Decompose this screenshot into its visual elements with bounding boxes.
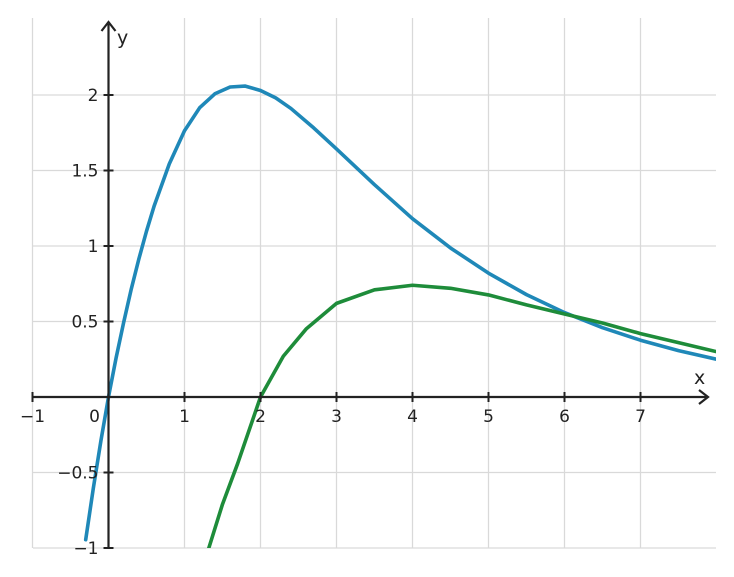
- x-tick-label: 3: [331, 407, 342, 427]
- y-tick-label: −1: [73, 539, 98, 559]
- series-line-2: [207, 283, 716, 548]
- x-tick-label: 4: [407, 407, 418, 427]
- y-axis-label: y: [117, 27, 128, 49]
- series-line-1: [83, 84, 716, 542]
- y-tick-label: −0.5: [57, 464, 98, 484]
- x-tick-label: 7: [635, 407, 646, 427]
- y-tick-label: 1: [88, 237, 99, 257]
- y-tick-label: 0.5: [71, 313, 98, 333]
- x-tick-label: 0: [89, 407, 100, 427]
- x-tick-label: 6: [559, 407, 570, 427]
- x-axis-label: x: [694, 367, 705, 389]
- x-tick-label: −1: [20, 407, 45, 427]
- y-tick-label: 2: [88, 86, 99, 106]
- y-tick-label: 1.5: [71, 162, 98, 182]
- x-axis-arrow: [698, 389, 710, 405]
- series-layer: [83, 84, 716, 548]
- axes: [33, 20, 710, 548]
- ticks: −1 0 1 2 3 4 5 6 7 −1 −0.5 0.5 1 1.5 2: [20, 86, 646, 559]
- grid: [31, 18, 716, 549]
- x-tick-label: 5: [483, 407, 494, 427]
- y-axis-arrow: [100, 20, 117, 32]
- x-tick-label: 1: [179, 407, 190, 427]
- x-tick-label: 2: [255, 407, 266, 427]
